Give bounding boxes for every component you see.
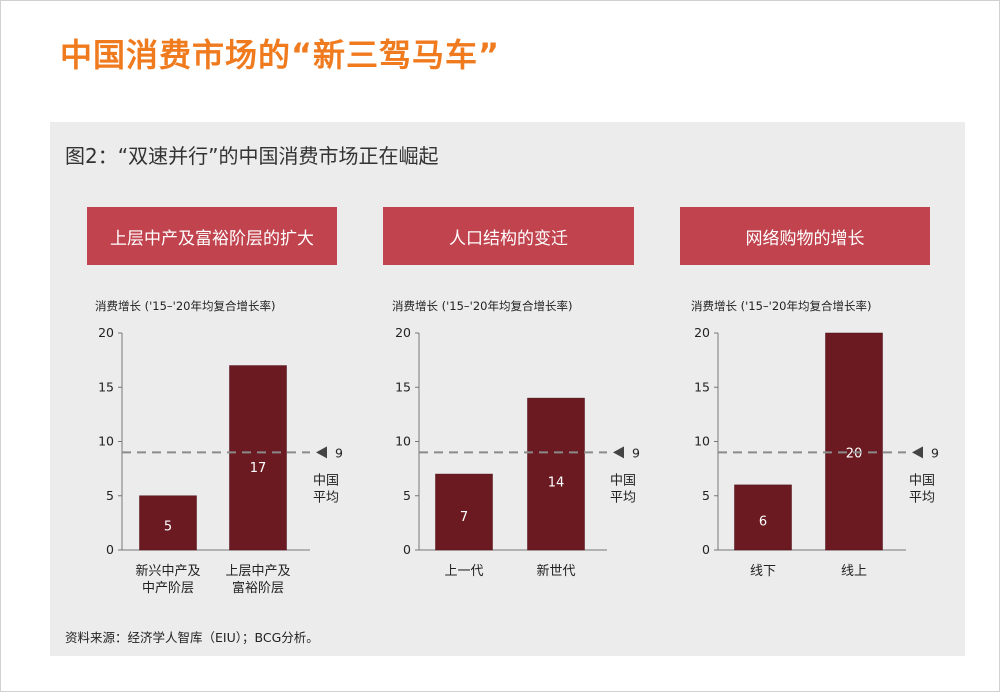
chart-3-average-note: 平均 — [909, 490, 935, 505]
chart-1-bar-2-value: 17 — [250, 461, 267, 476]
chart-1-bar-2 — [229, 365, 287, 551]
chart-2-bar-1 — [435, 473, 493, 551]
chart-1-average-arrow-icon — [316, 446, 327, 459]
chart-2-bar-2-value: 14 — [548, 476, 565, 491]
chart-3-tick-label: 5 — [702, 488, 710, 503]
chart-3-ylabel: 消费增长 ('15–'20年均复合增长率) — [691, 299, 871, 313]
figure-title: 图2：“双速并行”的中国消费市场正在崛起 — [65, 144, 439, 168]
chart-3-bar-1 — [734, 484, 792, 551]
chart-1-bar-1-value: 5 — [164, 520, 172, 535]
chart-3-category-label: 线上 — [841, 564, 867, 579]
chart-3-tick-label: 0 — [702, 542, 710, 557]
chart-3-tick-label: 10 — [694, 434, 710, 449]
chart-3-average-arrow-icon — [912, 446, 923, 459]
chart-2-tick-label: 20 — [395, 325, 411, 340]
chart-2-bar-2 — [527, 397, 585, 551]
chart-2-category-label: 新世代 — [536, 563, 575, 579]
chart-1-tick-label: 0 — [106, 542, 114, 557]
chart-1-category-label: 上层中产及 — [225, 564, 290, 579]
chart-2-tick-label: 0 — [403, 542, 411, 557]
chart-1-bar-1 — [139, 495, 197, 551]
chart-1-category-label: 中产阶层 — [142, 581, 194, 596]
page-title: 中国消费市场的“新三驾马车” — [60, 36, 501, 74]
chart-1-tick-label: 5 — [106, 488, 114, 503]
chart-2-bar-1-value: 7 — [460, 510, 468, 525]
source-note: 资料来源：经济学人智库（EIU）；BCG分析。 — [65, 630, 319, 645]
chart-3-category-label: 线下 — [750, 564, 776, 579]
chart-1-average-note: 平均 — [313, 490, 339, 505]
chart-1-ylabel: 消费增长 ('15–'20年均复合增长率) — [95, 299, 275, 313]
chart-2-average-note: 平均 — [610, 490, 636, 505]
chart-3-bar-1-value: 6 — [759, 515, 767, 530]
chart-2-category-label: 上一代 — [444, 564, 483, 579]
chart-1-category-label: 新兴中产及 — [135, 563, 200, 579]
chart-1-average-value: 9 — [335, 445, 343, 460]
chart-2-ylabel: 消费增长 ('15–'20年均复合增长率) — [392, 299, 572, 313]
chart-1-tick-label: 10 — [98, 434, 114, 449]
chart-2-tick-label: 5 — [403, 488, 411, 503]
chart-1-category-label: 富裕阶层 — [232, 580, 284, 596]
chart-2-average-value: 9 — [632, 445, 640, 460]
chart-3-bar-2-value: 20 — [846, 446, 863, 461]
chart-3-average-note: 中国 — [909, 473, 935, 488]
chart-2-header: 人口结构的变迁 — [383, 207, 634, 265]
figure-panel: 图2：“双速并行”的中国消费市场正在崛起 上层中产及富裕阶层的扩大 人口结构的变… — [50, 122, 965, 656]
chart-2-average-arrow-icon — [613, 446, 624, 459]
chart-1-tick-label: 20 — [98, 325, 114, 340]
chart-3-tick-label: 15 — [694, 379, 710, 394]
chart-1-average-note: 中国 — [313, 473, 339, 488]
chart-3-header: 网络购物的增长 — [680, 207, 930, 265]
chart-3-bar-2 — [825, 332, 883, 551]
chart-1-tick-label: 15 — [98, 379, 114, 394]
chart-1-header: 上层中产及富裕阶层的扩大 — [87, 207, 337, 265]
chart-3-average-value: 9 — [931, 445, 939, 460]
chart-2-average-note: 中国 — [610, 473, 636, 488]
chart-2-tick-label: 15 — [395, 379, 411, 394]
chart-3-tick-label: 20 — [694, 325, 710, 340]
chart-2-tick-label: 10 — [395, 434, 411, 449]
